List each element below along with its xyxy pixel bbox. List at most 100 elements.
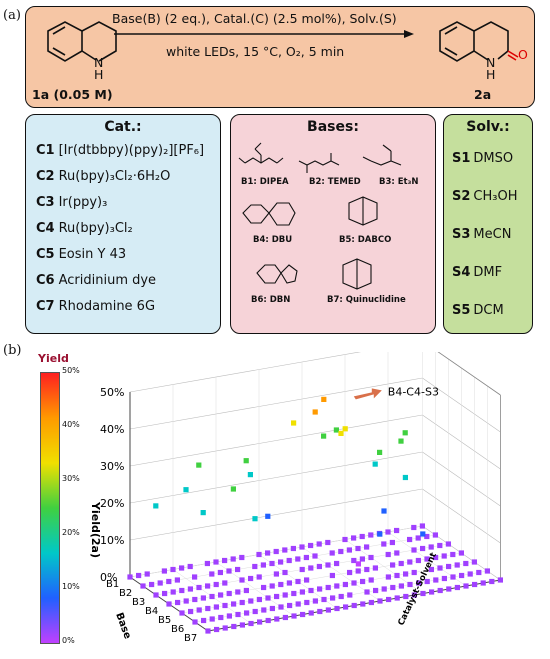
data-point	[480, 580, 486, 586]
data-point	[226, 568, 232, 574]
data-point	[161, 568, 167, 574]
data-point	[359, 533, 365, 540]
x-tick-label: B4	[145, 606, 158, 617]
data-point	[153, 592, 159, 598]
data-point	[274, 593, 280, 600]
data-point-highlight	[377, 531, 383, 537]
data-point-highlight	[265, 513, 271, 519]
data-point	[170, 589, 176, 595]
data-point	[282, 614, 288, 621]
data-point	[205, 583, 211, 589]
annotation-arrow	[353, 388, 382, 400]
data-point	[170, 566, 176, 573]
data-point	[446, 563, 452, 570]
data-point	[218, 592, 224, 598]
data-point	[196, 584, 202, 591]
data-point	[256, 551, 262, 558]
data-point	[239, 577, 245, 583]
data-point	[394, 550, 400, 556]
data-point-highlight	[247, 472, 253, 478]
data-point	[269, 583, 275, 589]
data-point	[248, 598, 254, 604]
data-point	[248, 575, 254, 582]
data-point-highlight	[402, 474, 408, 481]
data-point	[347, 569, 353, 576]
data-point	[317, 608, 323, 615]
z-tick-label: 30%	[100, 460, 124, 473]
data-point	[458, 550, 464, 556]
data-point	[407, 536, 413, 543]
data-point	[286, 580, 292, 586]
data-point	[441, 553, 447, 559]
data-point	[222, 580, 228, 586]
data-point	[428, 544, 434, 550]
data-point	[192, 596, 198, 603]
data-point	[136, 572, 142, 579]
data-point	[183, 598, 189, 604]
data-point	[385, 551, 391, 558]
data-point	[403, 571, 409, 577]
data-point-highlight	[402, 430, 408, 436]
data-point	[209, 571, 215, 577]
panel-b-letter: (b)	[3, 343, 22, 358]
base-label: B7: Quinuclidine	[327, 295, 406, 305]
data-point	[355, 545, 361, 552]
data-point	[415, 557, 421, 564]
data-point	[192, 619, 198, 625]
data-point	[222, 602, 228, 609]
data-point	[385, 529, 391, 535]
data-point	[214, 626, 220, 633]
data-point	[424, 556, 430, 562]
data-point	[175, 599, 181, 606]
data-point-highlight	[342, 426, 348, 432]
data-point	[484, 568, 490, 574]
data-point	[394, 595, 400, 601]
data-point	[260, 562, 266, 568]
data-point	[445, 541, 451, 547]
data-point	[372, 565, 378, 571]
data-point	[231, 623, 237, 630]
data-point	[359, 556, 365, 562]
data-point	[325, 584, 331, 591]
catalyst-item: C1 [Ir(dtbbpy)(ppy)₂][PF₆]	[36, 143, 205, 158]
grid-line	[168, 552, 462, 605]
data-point	[200, 595, 206, 601]
data-point	[373, 587, 379, 594]
data-point	[226, 613, 232, 619]
data-point	[312, 598, 318, 604]
solvent-box: Solv.: S1 DMSO S2 CH₃OH S3 MeCN S4 DMF S5 DCM	[443, 114, 533, 334]
data-point	[437, 542, 443, 549]
data-point	[390, 584, 396, 591]
colorbar-tick-label: 10%	[62, 582, 80, 591]
data-point	[304, 599, 310, 606]
data-point	[450, 551, 456, 558]
data-point	[205, 605, 211, 612]
data-point	[217, 569, 223, 576]
data-point	[196, 607, 202, 613]
catalyst-item: C2 Ru(bpy)₃Cl₂·6H₂O	[36, 169, 171, 184]
data-point-highlight	[381, 508, 387, 514]
data-point	[489, 578, 495, 585]
data-point	[274, 616, 280, 622]
data-point	[265, 595, 271, 601]
data-point	[204, 560, 210, 567]
data-point	[343, 604, 349, 610]
data-point	[351, 602, 357, 609]
reactant-n: N	[94, 55, 104, 70]
product-n: N	[486, 55, 496, 70]
data-point	[325, 562, 331, 568]
catalyst-item: C4 Ru(bpy)₃Cl₂	[36, 221, 133, 236]
data-point	[282, 547, 288, 553]
data-point	[286, 557, 292, 564]
solvent-item: S4 DMF	[452, 265, 503, 280]
catalyst-item: C7 Rhodamine 6G	[36, 299, 156, 314]
data-point	[162, 590, 168, 597]
data-point	[303, 554, 309, 561]
data-point	[244, 610, 250, 616]
data-point	[278, 559, 284, 565]
data-point	[295, 601, 301, 607]
panel-a-letter: (a)	[3, 8, 21, 23]
grid-line	[129, 414, 423, 467]
grid-line	[129, 377, 423, 430]
data-point	[269, 560, 275, 567]
